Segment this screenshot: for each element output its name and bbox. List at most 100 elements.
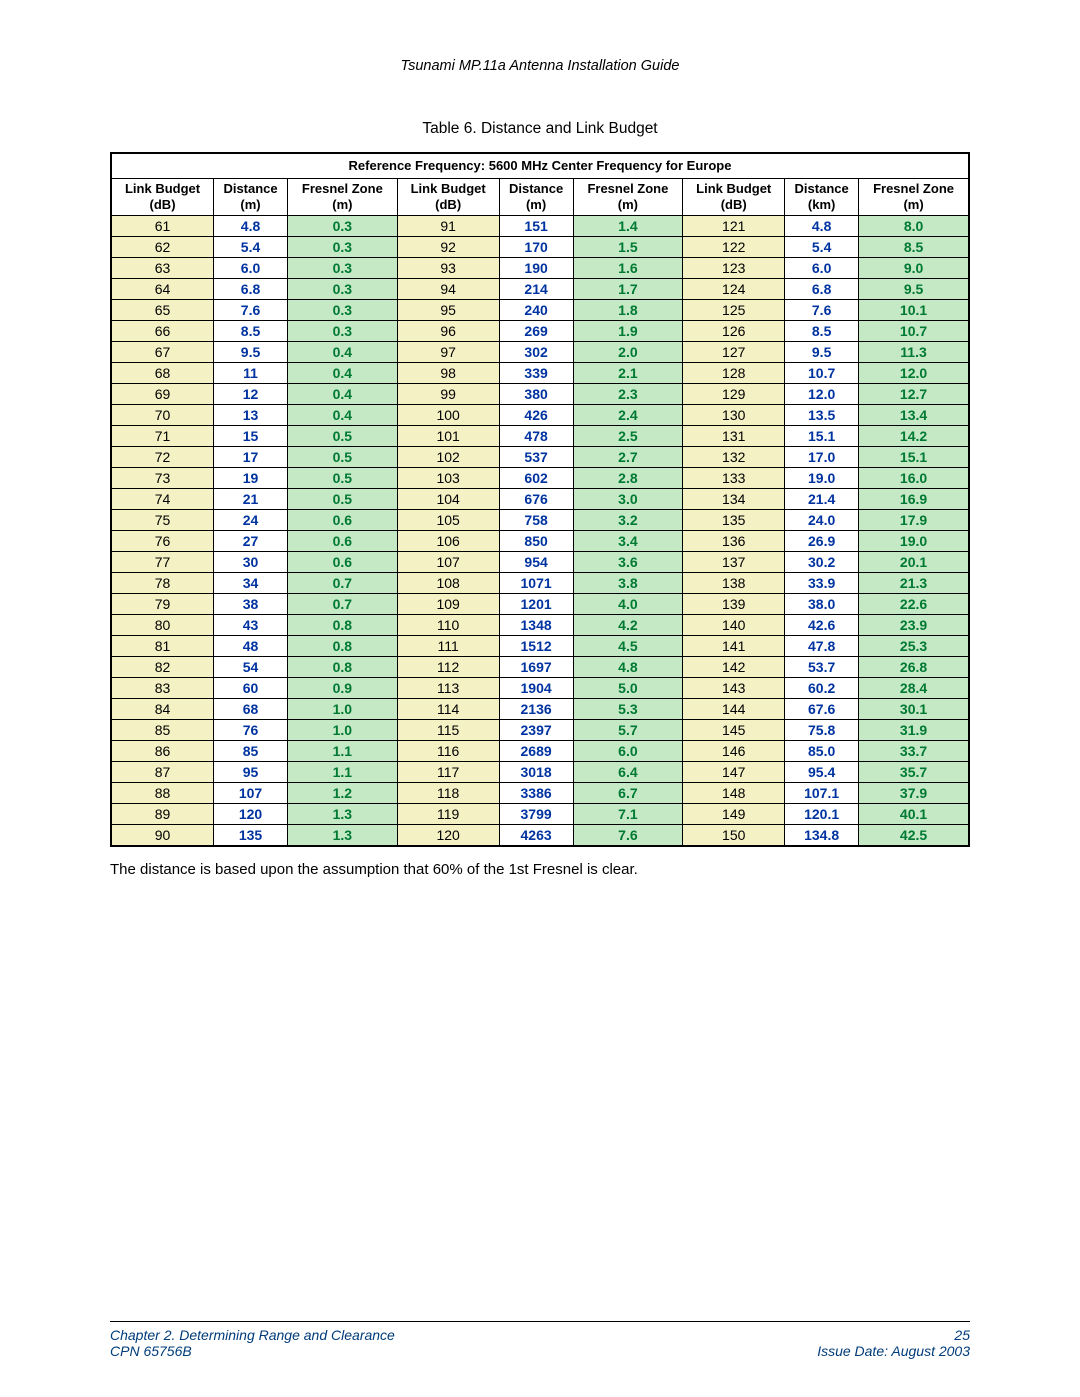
table-cell: 40.1 bbox=[859, 804, 969, 825]
table-cell: 3386 bbox=[499, 783, 573, 804]
table-cell: 8.5 bbox=[785, 321, 859, 342]
table-row: 70130.41004262.413013.513.4 bbox=[111, 405, 969, 426]
table-cell: 62 bbox=[111, 237, 214, 258]
table-cell: 140 bbox=[683, 615, 785, 636]
table-cell: 77 bbox=[111, 552, 214, 573]
table-cell: 112 bbox=[397, 657, 499, 678]
table-cell: 1.0 bbox=[288, 699, 398, 720]
table-cell: 54 bbox=[214, 657, 288, 678]
table-cell: 214 bbox=[499, 279, 573, 300]
table-cell: 7.1 bbox=[573, 804, 683, 825]
table-cell: 84 bbox=[111, 699, 214, 720]
table-cell: 0.8 bbox=[288, 615, 398, 636]
table-cell: 0.3 bbox=[288, 300, 398, 321]
table-cell: 107.1 bbox=[785, 783, 859, 804]
table-cell: 139 bbox=[683, 594, 785, 615]
table-cell: 68 bbox=[214, 699, 288, 720]
table-cell: 13.5 bbox=[785, 405, 859, 426]
table-cell: 134 bbox=[683, 489, 785, 510]
table-cell: 88 bbox=[111, 783, 214, 804]
table-cell: 14.2 bbox=[859, 426, 969, 447]
table-cell: 100 bbox=[397, 405, 499, 426]
table-row: 82540.811216974.814253.726.8 bbox=[111, 657, 969, 678]
column-header: Fresnel Zone(m) bbox=[859, 179, 969, 216]
table-cell: 133 bbox=[683, 468, 785, 489]
table-cell: 190 bbox=[499, 258, 573, 279]
footer-rule bbox=[110, 1321, 970, 1322]
table-cell: 20.1 bbox=[859, 552, 969, 573]
table-cell: 0.4 bbox=[288, 405, 398, 426]
table-row: 75240.61057583.213524.017.9 bbox=[111, 510, 969, 531]
table-cell: 92 bbox=[397, 237, 499, 258]
table-cell: 6.0 bbox=[785, 258, 859, 279]
table-cell: 35.7 bbox=[859, 762, 969, 783]
table-cell: 67 bbox=[111, 342, 214, 363]
table-cell: 34 bbox=[214, 573, 288, 594]
table-cell: 3018 bbox=[499, 762, 573, 783]
table-cell: 38 bbox=[214, 594, 288, 615]
table-cell: 122 bbox=[683, 237, 785, 258]
table-cell: 144 bbox=[683, 699, 785, 720]
column-header: Distance(m) bbox=[214, 179, 288, 216]
table-cell: 9.5 bbox=[214, 342, 288, 363]
table-row: 614.80.3911511.41214.88.0 bbox=[111, 216, 969, 237]
table-cell: 150 bbox=[683, 825, 785, 847]
table-cell: 68 bbox=[111, 363, 214, 384]
table-cell: 12.7 bbox=[859, 384, 969, 405]
table-cell: 16.0 bbox=[859, 468, 969, 489]
table-cell: 17 bbox=[214, 447, 288, 468]
table-cell: 0.7 bbox=[288, 573, 398, 594]
table-cell: 21.3 bbox=[859, 573, 969, 594]
table-row: 646.80.3942141.71246.89.5 bbox=[111, 279, 969, 300]
table-cell: 108 bbox=[397, 573, 499, 594]
column-header: Link Budget(dB) bbox=[111, 179, 214, 216]
table-cell: 76 bbox=[214, 720, 288, 741]
table-cell: 4263 bbox=[499, 825, 573, 847]
table-cell: 1.3 bbox=[288, 804, 398, 825]
table-cell: 0.6 bbox=[288, 531, 398, 552]
table-cell: 11 bbox=[214, 363, 288, 384]
table-cell: 2.1 bbox=[573, 363, 683, 384]
table-cell: 12.0 bbox=[785, 384, 859, 405]
table-cell: 47.8 bbox=[785, 636, 859, 657]
table-cell: 4.2 bbox=[573, 615, 683, 636]
table-cell: 126 bbox=[683, 321, 785, 342]
table-cell: 0.8 bbox=[288, 657, 398, 678]
table-cell: 1.6 bbox=[573, 258, 683, 279]
table-cell: 19 bbox=[214, 468, 288, 489]
table-cell: 31.9 bbox=[859, 720, 969, 741]
table-cell: 2397 bbox=[499, 720, 573, 741]
table-cell: 0.4 bbox=[288, 342, 398, 363]
table-cell: 7.6 bbox=[785, 300, 859, 321]
table-cell: 12.0 bbox=[859, 363, 969, 384]
table-cell: 107 bbox=[214, 783, 288, 804]
table-cell: 43 bbox=[214, 615, 288, 636]
table-cell: 120.1 bbox=[785, 804, 859, 825]
table-cell: 33.7 bbox=[859, 741, 969, 762]
table-cell: 2.0 bbox=[573, 342, 683, 363]
table-cell: 78 bbox=[111, 573, 214, 594]
table-cell: 79 bbox=[111, 594, 214, 615]
table-cell: 7.6 bbox=[573, 825, 683, 847]
table-cell: 120 bbox=[397, 825, 499, 847]
table-cell: 2.8 bbox=[573, 468, 683, 489]
table-cell: 97 bbox=[397, 342, 499, 363]
table-cell: 13 bbox=[214, 405, 288, 426]
table-cell: 8.5 bbox=[214, 321, 288, 342]
table-cell: 1201 bbox=[499, 594, 573, 615]
table-cell: 954 bbox=[499, 552, 573, 573]
table-cell: 0.9 bbox=[288, 678, 398, 699]
table-row: 86851.111626896.014685.033.7 bbox=[111, 741, 969, 762]
table-cell: 115 bbox=[397, 720, 499, 741]
table-cell: 151 bbox=[499, 216, 573, 237]
table-cell: 147 bbox=[683, 762, 785, 783]
column-header: Fresnel Zone(m) bbox=[288, 179, 398, 216]
table-cell: 103 bbox=[397, 468, 499, 489]
table-cell: 7.6 bbox=[214, 300, 288, 321]
table-cell: 85 bbox=[214, 741, 288, 762]
table-cell: 135 bbox=[683, 510, 785, 531]
table-cell: 60.2 bbox=[785, 678, 859, 699]
table-cell: 3799 bbox=[499, 804, 573, 825]
table-cell: 3.4 bbox=[573, 531, 683, 552]
table-cell: 1512 bbox=[499, 636, 573, 657]
